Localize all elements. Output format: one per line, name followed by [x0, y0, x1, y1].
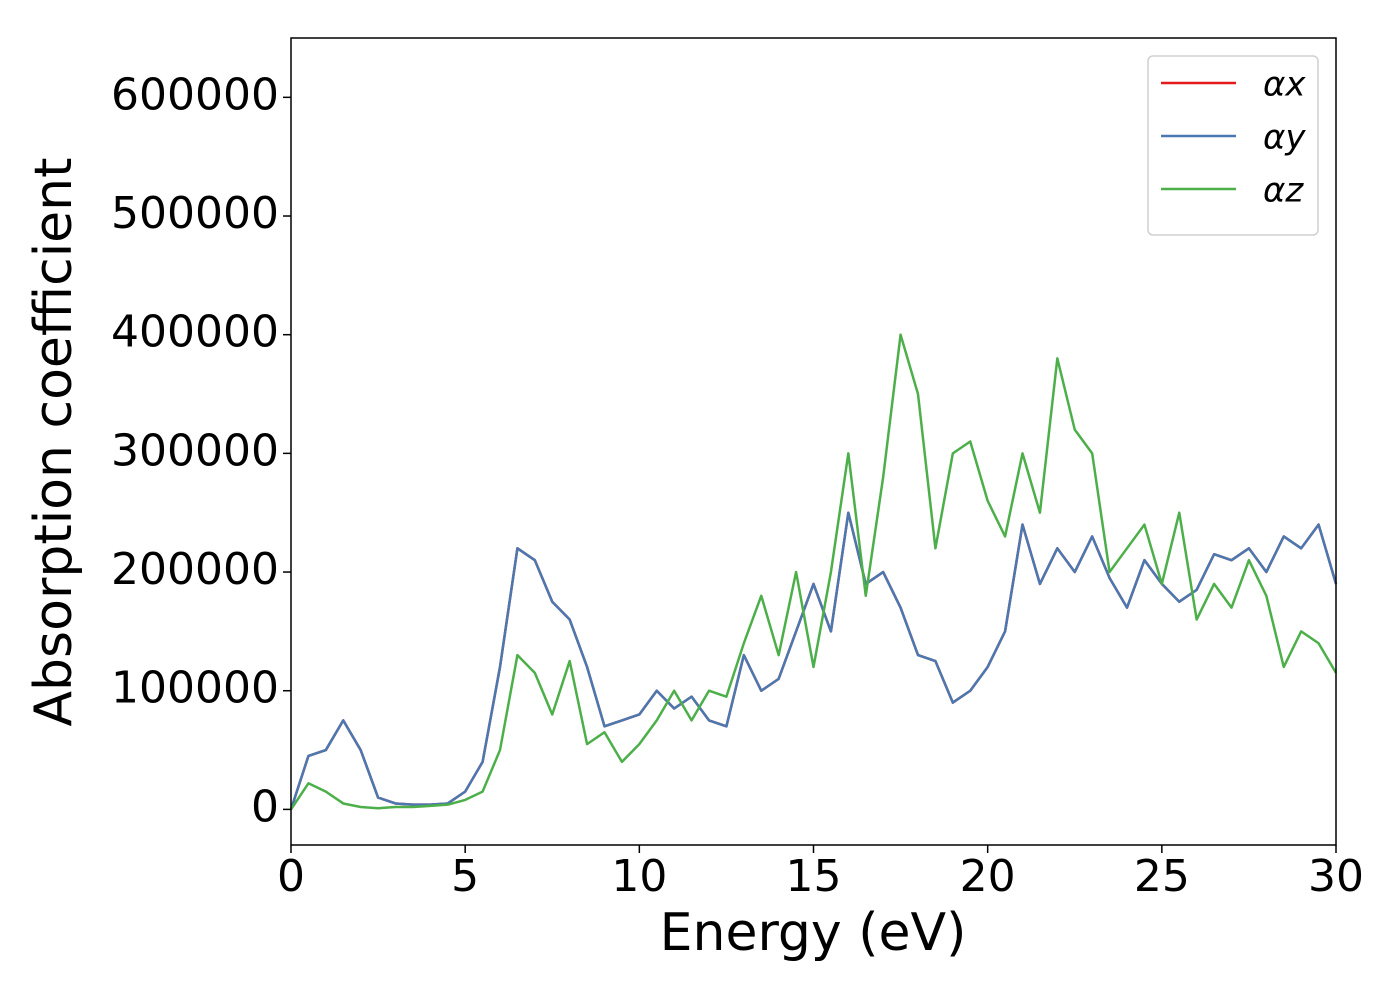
y-tick-label: 500000 [111, 188, 279, 239]
x-axis-label: Energy (eV) [660, 903, 967, 963]
y-tick-label: 400000 [111, 307, 279, 358]
legend-label: αz [1263, 171, 1304, 211]
x-tick-label: 10 [611, 851, 667, 902]
x-tick-label: 30 [1308, 851, 1364, 902]
y-tick-label: 300000 [111, 425, 279, 476]
x-tick-label: 15 [786, 851, 842, 902]
y-tick-label: 0 [251, 781, 279, 832]
x-tick-label: 25 [1134, 851, 1190, 902]
y-tick-label: 600000 [111, 69, 279, 120]
y-tick-label: 200000 [111, 544, 279, 595]
x-tick-label: 20 [960, 851, 1016, 902]
legend-label: αy [1263, 118, 1306, 158]
plot-frame [290, 37, 1337, 846]
legend-label: αx [1263, 65, 1306, 105]
x-tick-label: 0 [277, 851, 305, 902]
x-tick-label: 5 [451, 851, 479, 902]
y-tick-label: 100000 [111, 663, 279, 714]
y-axis-label: Absorption coefficient [24, 157, 84, 726]
series-line [289, 333, 1338, 811]
